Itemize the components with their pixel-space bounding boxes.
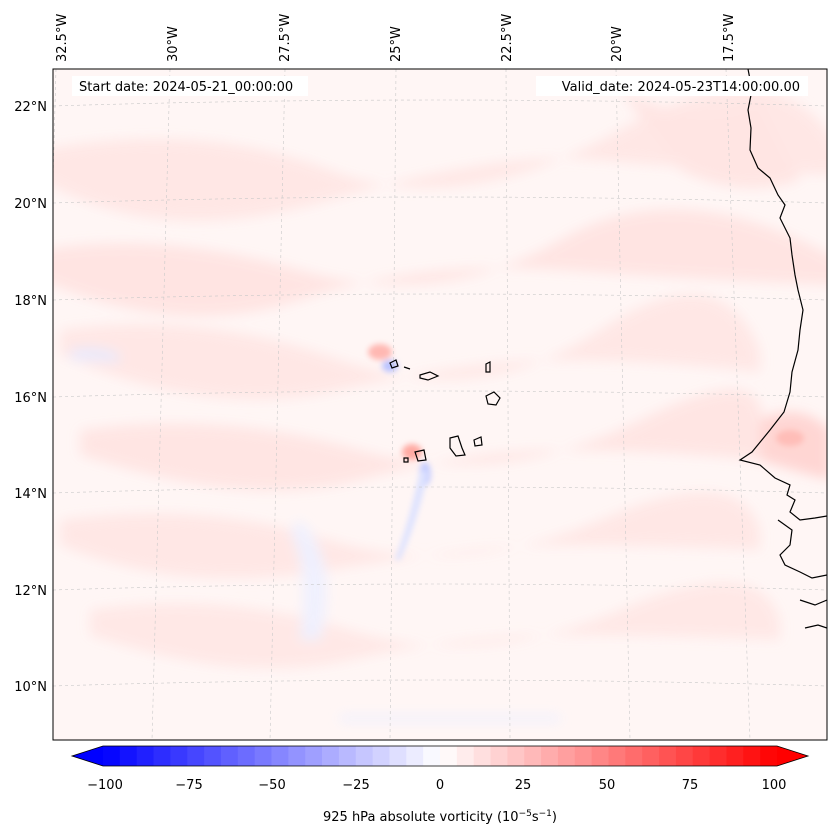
lat-label: 16°N [14,391,47,406]
colorbar-swatch [355,746,373,766]
start-date-box [72,76,308,96]
colorbar-swatch [187,746,205,766]
colorbar-swatches [103,746,778,766]
colorbar-swatch [288,746,306,766]
colorbar-swatch [709,746,727,766]
colorbar-swatch [473,746,491,766]
colorbar: −100 −75 −50 −25 0 25 50 75 100 925 hPa … [70,745,810,825]
colorbar-tick-label: −100 [87,778,123,793]
colorbar-swatch [507,746,525,766]
colorbar-swatch [490,746,508,766]
colorbar-swatch [440,746,458,766]
lon-label: 27.5°W [278,14,293,62]
colorbar-tick-label: 50 [599,778,616,793]
guinea-coastline [777,519,827,579]
colorbar-swatch [322,746,340,766]
graticule [53,69,827,740]
colorbar-outline [70,745,810,767]
lon-label: 20°W [610,26,625,62]
colorbar-swatch [524,746,542,766]
colorbar-tick-label: 25 [515,778,532,793]
colorbar-swatch [237,746,256,766]
colorbar-swatch [557,746,576,766]
colorbar-swatch [170,746,188,766]
colorbar-swatch [423,746,441,766]
lon-label: 22.5°W [500,14,515,62]
colorbar-swatch [541,746,559,766]
island-sao-vicente [403,366,411,370]
island-sao-nicolau [419,371,440,381]
colorbar-extend-high [777,746,808,766]
colorbar-swatch [254,746,272,766]
colorbar-swatch [153,746,171,766]
colorbar-swatch [389,746,407,766]
colorbar-tick-label: 75 [682,778,699,793]
cape-verde-islands [389,359,501,463]
colorbar-swatch [625,746,643,766]
latitude-labels: 22°N 20°N 18°N 16°N 14°N 12°N 10°N [14,100,47,695]
colorbar-swatch [591,746,609,766]
start-date-label: Start date: 2024-05-21_00:00:00 [79,80,293,95]
coastline-segment [799,599,827,606]
island-santiago [449,435,466,457]
colorbar-swatch [204,746,222,766]
lat-label: 22°N [14,100,47,115]
colorbar-tick-label: −50 [258,778,285,793]
lon-label: 17.5°W [722,14,737,62]
colorbar-label: 925 hPa absolute vorticity (10−5s−1) [323,809,557,825]
colorbar-swatch [574,746,593,766]
island-maio [473,436,483,447]
island-sal [485,361,491,373]
valid-date-box [536,76,808,96]
colorbar-swatch [220,746,239,766]
coastline-segment-2 [804,624,827,629]
vorticity-field [53,69,827,740]
colorbar-extend-low [72,746,103,766]
lon-label: 25°W [389,26,404,62]
colorbar-swatch [743,746,761,766]
map-frame [52,68,828,741]
colorbar-swatch [271,746,289,766]
colorbar-swatch [659,746,677,766]
coastlines [738,69,827,629]
colorbar-tick-label: 0 [436,778,444,793]
valid-date-label: Valid_date: 2024-05-23T14:00:00.00 [562,80,800,95]
africa-coastline [738,69,827,521]
colorbar-swatch [760,746,778,766]
colorbar-swatch [372,746,390,766]
colorbar-tick-label: −25 [342,778,369,793]
colorbar-tick-label: 100 [762,778,787,793]
colorbar-swatch [726,746,744,766]
colorbar-swatch [675,746,694,766]
island-brava [403,457,409,463]
lat-label: 10°N [14,680,47,695]
island-boa-vista [485,391,501,406]
colorbar-ticks: −100 −75 −50 −25 0 25 50 75 100 [87,778,786,793]
colorbar-swatch [642,746,660,766]
lon-label: 32.5°W [55,14,70,62]
colorbar-swatch [103,746,121,766]
island-fogo [414,449,427,462]
colorbar-swatch [692,746,710,766]
lat-label: 14°N [14,487,47,502]
colorbar-swatch [119,746,138,766]
colorbar-tick-label: −75 [175,778,202,793]
colorbar-swatch [406,746,424,766]
lat-label: 12°N [14,584,47,599]
colorbar-swatch [608,746,626,766]
lat-label: 18°N [14,294,47,309]
lon-label: 30°W [166,26,181,62]
colorbar-swatch [136,746,154,766]
lat-label: 20°N [14,197,47,212]
colorbar-swatch [338,746,357,766]
island-santo-antao [389,359,399,369]
longitude-labels: 32.5°W 30°W 27.5°W 25°W 22.5°W 20°W 17.5… [55,14,737,62]
colorbar-swatch [305,746,323,766]
colorbar-swatch [456,746,475,766]
